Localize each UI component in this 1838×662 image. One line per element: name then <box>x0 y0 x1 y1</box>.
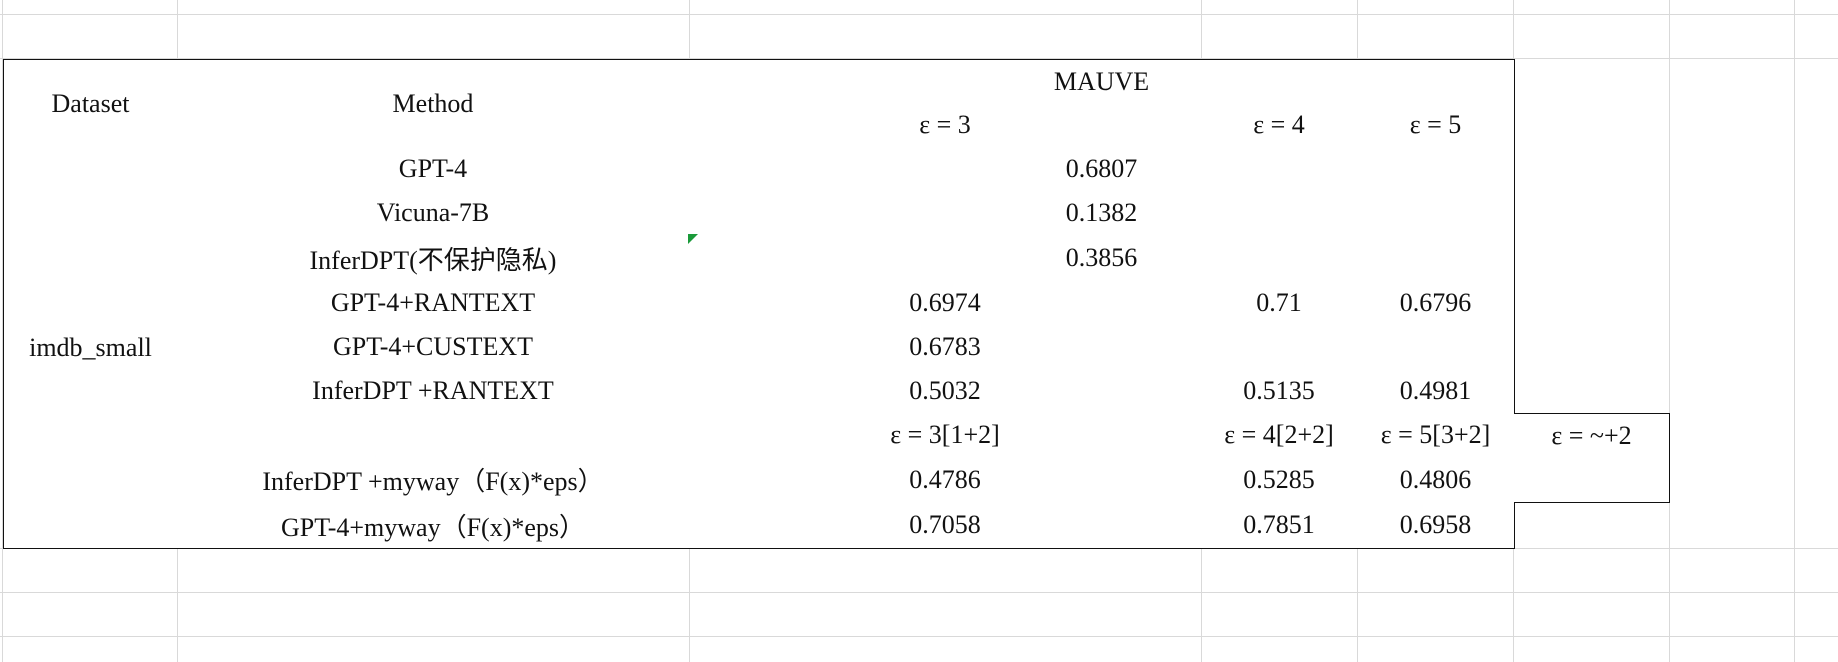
method-cell[interactable]: Vicuna-7B <box>177 191 690 236</box>
value-cell-eps3[interactable]: 0.5032 <box>689 369 1202 414</box>
subheader-label: ε = 4[2+2] <box>1224 420 1334 449</box>
subheader-eps5[interactable]: ε = 5[3+2] <box>1357 413 1515 458</box>
value-label: 0.6974 <box>909 288 981 317</box>
header-eps3-label: ε = 3 <box>919 110 971 139</box>
value-label: 0.5285 <box>1243 464 1315 494</box>
value-label: 0.3856 <box>1065 243 1138 272</box>
value-cell-eps3[interactable]: 0.4786 <box>689 457 1202 503</box>
header-mauve[interactable]: MAUVE <box>689 59 1515 104</box>
value-cell-eps3[interactable]: 0.6974 <box>689 281 1202 326</box>
value-label: 0.4981 <box>1399 376 1472 405</box>
value-label: 0.4806 <box>1399 464 1472 494</box>
value-label: 0.6807 <box>1065 154 1138 183</box>
value-label: 0.1382 <box>1065 198 1138 227</box>
method-cell[interactable]: GPT-4 <box>177 147 690 192</box>
method-label: GPT-4+RANTEXT <box>330 288 536 317</box>
value-cell-eps4[interactable] <box>1201 325 1358 370</box>
value-label: 0.6958 <box>1399 510 1472 539</box>
header-dataset-label: Dataset <box>51 88 130 118</box>
subheader-label: ε = ~+2 <box>1551 420 1632 450</box>
method-cell[interactable]: InferDPT +RANTEXT <box>177 369 690 414</box>
value-cell-eps4[interactable]: 0.71 <box>1201 281 1358 326</box>
value-label: 0.71 <box>1256 288 1302 317</box>
method-label: InferDPT +RANTEXT <box>312 376 554 405</box>
value-cell-merged[interactable]: 0.6807 <box>689 147 1515 192</box>
method-cell[interactable]: GPT-4+RANTEXT <box>177 281 690 326</box>
subheader-eps3[interactable]: ε = 3[1+2] <box>689 413 1202 458</box>
dataset-name: imdb_small <box>29 332 152 362</box>
header-eps3[interactable]: ε = 3 <box>689 103 1202 148</box>
method-label: InferDPT +myway（F(x)*eps） <box>262 467 604 496</box>
header-eps4[interactable]: ε = 4 <box>1201 103 1358 148</box>
value-cell-eps3[interactable]: 0.6783 <box>689 325 1202 370</box>
cell-comment-indicator <box>688 234 698 244</box>
subheader-label: ε = 3[1+2] <box>890 420 1000 449</box>
header-eps4-label: ε = 4 <box>1253 110 1305 139</box>
method-label: Vicuna-7B <box>376 198 490 227</box>
subheader-extra[interactable]: ε = ~+2 <box>1514 413 1670 458</box>
method-cell[interactable]: InferDPT(不保护隐私) <box>177 235 690 282</box>
value-cell-eps4[interactable]: 0.5135 <box>1201 369 1358 414</box>
value-label: 0.7058 <box>909 510 981 539</box>
method-cell[interactable]: GPT-4+CUSTEXT <box>177 325 690 370</box>
method-label: InferDPT(不保护隐私) <box>309 245 557 275</box>
method-label: GPT-4+myway（F(x)*eps） <box>280 512 586 542</box>
method-cell[interactable]: InferDPT +myway（F(x)*eps） <box>177 457 690 503</box>
method-label: GPT-4 <box>398 154 468 183</box>
value-cell-eps4[interactable]: 0.7851 <box>1201 502 1358 549</box>
header-eps5-label: ε = 5 <box>1409 110 1462 139</box>
header-method-label: Method <box>392 88 474 118</box>
value-label: 0.4786 <box>909 464 981 494</box>
value-label: 0.6796 <box>1399 288 1472 317</box>
value-cell-eps5[interactable]: 0.6796 <box>1357 281 1515 326</box>
header-mauve-label: MAUVE <box>1053 66 1150 96</box>
method-label: GPT-4+CUSTEXT <box>332 332 534 361</box>
value-cell-eps5[interactable]: 0.6958 <box>1357 502 1515 549</box>
method-cell[interactable] <box>177 413 690 458</box>
value-cell-eps5[interactable]: 0.4806 <box>1357 457 1515 503</box>
dataset-cell[interactable]: imdb_small <box>3 147 178 549</box>
value-label: 0.5032 <box>909 376 981 405</box>
value-cell-extra[interactable] <box>1514 457 1670 503</box>
header-dataset[interactable]: Dataset <box>3 59 178 148</box>
value-cell-merged[interactable]: 0.3856 <box>689 235 1515 282</box>
value-cell-eps5[interactable]: 0.4981 <box>1357 369 1515 414</box>
value-cell-eps5[interactable] <box>1357 325 1515 370</box>
header-method[interactable]: Method <box>177 59 690 148</box>
subheader-eps4[interactable]: ε = 4[2+2] <box>1201 413 1358 458</box>
value-cell-merged[interactable]: 0.1382 <box>689 191 1515 236</box>
value-cell-eps4[interactable]: 0.5285 <box>1201 457 1358 503</box>
value-cell-eps3[interactable]: 0.7058 <box>689 502 1202 549</box>
method-cell[interactable]: GPT-4+myway（F(x)*eps） <box>177 502 690 549</box>
header-eps5[interactable]: ε = 5 <box>1357 103 1515 148</box>
subheader-label: ε = 5[3+2] <box>1380 420 1491 449</box>
value-label: 0.7851 <box>1243 510 1315 539</box>
value-label: 0.5135 <box>1243 376 1315 405</box>
value-label: 0.6783 <box>909 332 981 361</box>
